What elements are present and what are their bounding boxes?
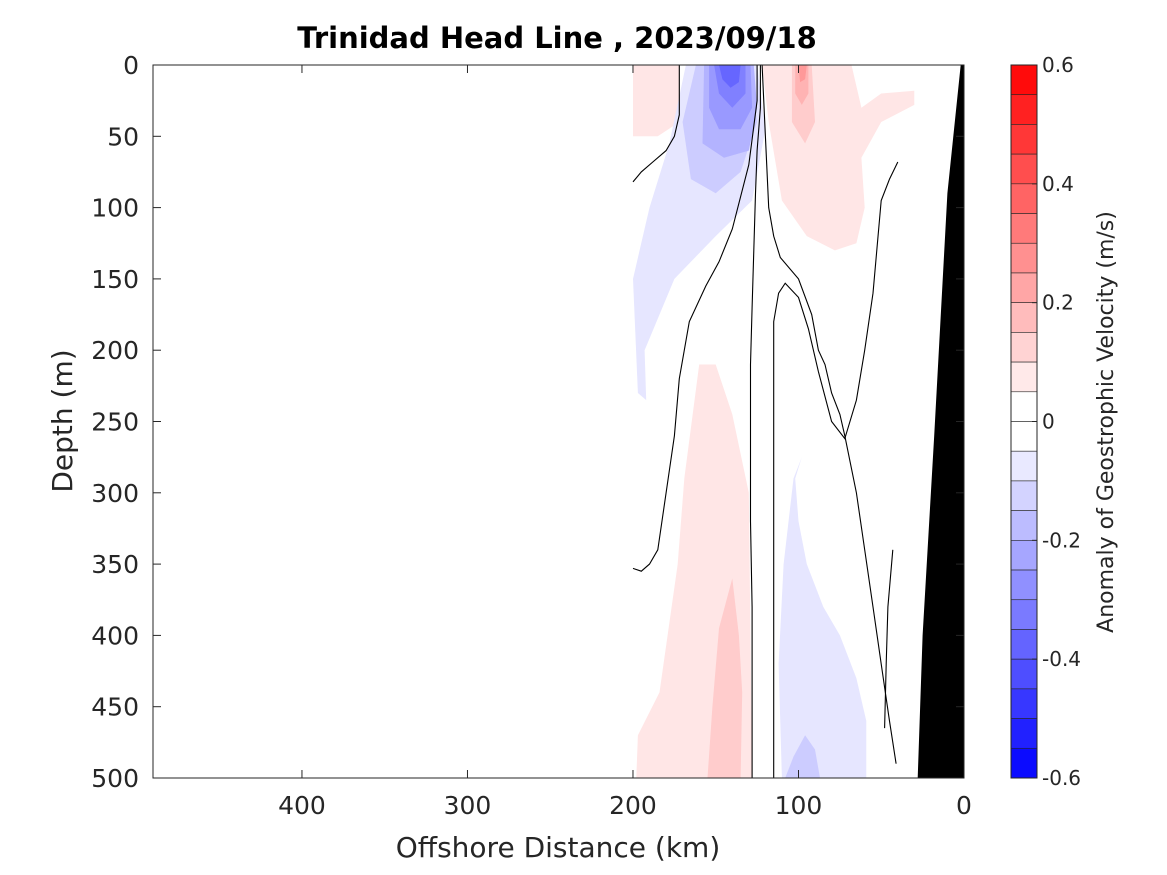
colorbar-segment — [1010, 391, 1038, 422]
colorbar-segment — [1010, 510, 1038, 541]
y-tick-label: 150 — [91, 265, 139, 294]
colorbar-segment — [1010, 213, 1038, 244]
colorbar-segment — [1010, 599, 1038, 630]
seafloor-mask — [917, 65, 964, 778]
colorbar-segment — [1010, 450, 1038, 482]
colorbar: 0.6 0.4 0.2 0 -0.2 -0.4 -0.6 — [1010, 53, 1081, 790]
colorbar-segment — [1010, 124, 1038, 155]
colorbar-segment — [1010, 272, 1038, 303]
zero-contour-line — [749, 65, 761, 778]
zero-contour-line — [773, 161, 899, 778]
colorbar-segment — [1010, 421, 1038, 452]
velocity-contour-pos — [707, 578, 743, 778]
x-tick-label: 200 — [609, 791, 657, 820]
y-tick-label: 500 — [91, 764, 139, 793]
y-tick-label: 100 — [91, 194, 139, 223]
colorbar-segment — [1010, 94, 1038, 125]
colorbar-segment — [1010, 718, 1038, 749]
velocity-contour-pos — [798, 65, 807, 83]
colorbar-tick-label: 0.6 — [1042, 53, 1074, 77]
colorbar-tick-label: -0.6 — [1042, 766, 1081, 790]
velocity-contour-pos — [633, 65, 680, 137]
colorbar-tick-label: -0.4 — [1042, 647, 1081, 671]
colorbar-segment — [1010, 629, 1038, 660]
x-tick-label: 0 — [956, 791, 972, 820]
y-tick-label: 400 — [91, 621, 139, 650]
colorbar-segment — [1010, 747, 1038, 779]
colorbar-segment — [1010, 64, 1038, 96]
y-tick-label: 250 — [91, 408, 139, 437]
x-tick-label: 300 — [444, 791, 492, 820]
colorbar-segment — [1010, 540, 1038, 571]
zero-contour-line — [632, 65, 758, 572]
y-tick-label: 300 — [91, 479, 139, 508]
y-tick-label: 0 — [123, 51, 139, 80]
colorbar-segment — [1010, 361, 1038, 393]
zero-contour-line — [884, 549, 894, 729]
axes: 400 300 200 100 0 0 50 100 150 200 250 300 350 400 450… — [91, 51, 972, 820]
plot-area — [153, 65, 964, 778]
y-tick-label: 50 — [107, 122, 139, 151]
colorbar-segment — [1010, 242, 1038, 274]
colorbar-tick-label: -0.2 — [1042, 528, 1081, 552]
x-tick-label: 400 — [278, 791, 326, 820]
chart-title: Trinidad Head Line , 2023/09/18 — [297, 21, 817, 55]
colorbar-segment — [1010, 569, 1038, 601]
colorbar-tick-label: 0.2 — [1042, 291, 1074, 315]
colorbar-segment — [1010, 183, 1038, 214]
colorbar-tick-label: 0 — [1042, 410, 1055, 434]
x-axis-label: Offshore Distance (km) — [396, 831, 721, 864]
x-tick-label: 100 — [775, 791, 823, 820]
colorbar-segment — [1010, 480, 1038, 511]
colorbar-label: Anomaly of Geostrophic Velocity (m/s) — [1094, 211, 1119, 633]
y-tick-label: 450 — [91, 693, 139, 722]
colorbar-segment — [1010, 153, 1038, 185]
y-tick-label: 200 — [91, 336, 139, 365]
colorbar-segment — [1010, 658, 1038, 690]
y-tick-label: 350 — [91, 550, 139, 579]
colorbar-tick-label: 0.4 — [1042, 172, 1074, 196]
colorbar-segment — [1010, 688, 1038, 719]
colorbar-segment — [1010, 332, 1038, 363]
zero-contour-line — [632, 65, 680, 183]
velocity-contour-neg — [719, 65, 741, 88]
y-axis-label: Depth (m) — [46, 349, 79, 492]
zero-contour-line — [761, 65, 897, 764]
velocity-contour-neg — [785, 735, 820, 778]
velocity-contour-neg — [778, 457, 867, 778]
colorbar-segment — [1010, 302, 1038, 333]
